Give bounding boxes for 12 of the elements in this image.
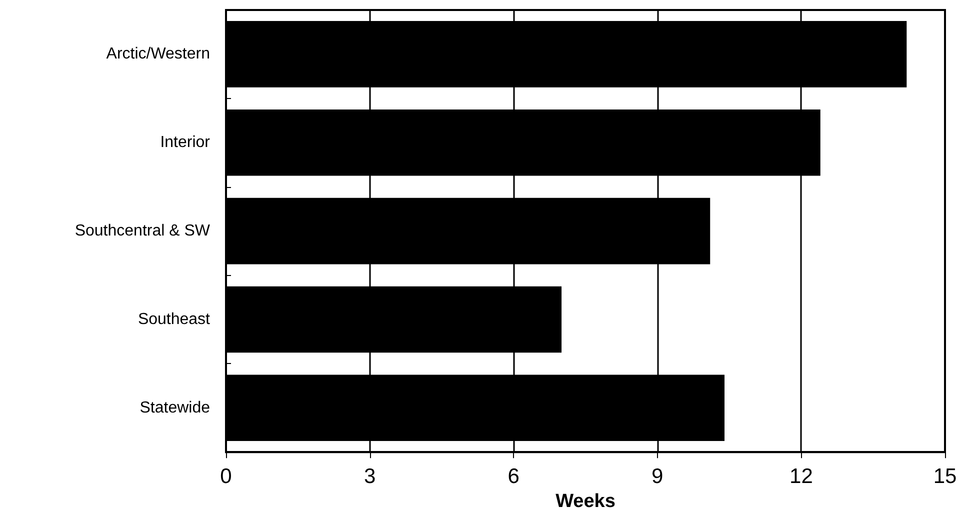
y-tick-label: Statewide bbox=[140, 399, 210, 416]
x-tick-label: 6 bbox=[508, 465, 520, 488]
x-tick-label: 0 bbox=[220, 465, 232, 488]
x-tick-label: 3 bbox=[364, 465, 376, 488]
y-tick-label: Southcentral & SW bbox=[74, 222, 211, 240]
y-tick-label: Interior bbox=[160, 134, 211, 152]
x-tick-label: 12 bbox=[790, 465, 813, 488]
x-axis-title: Weeks bbox=[556, 491, 616, 512]
x-tick-label: 15 bbox=[933, 465, 957, 488]
y-tick-label: Southeast bbox=[138, 310, 211, 328]
x-tick-label: 9 bbox=[652, 465, 664, 488]
y-tick-label: Arctic/Western bbox=[106, 46, 210, 63]
